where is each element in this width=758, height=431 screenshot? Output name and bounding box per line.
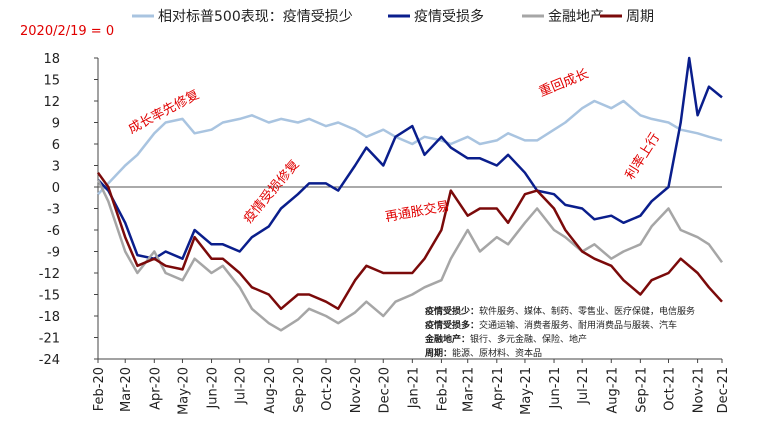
y-tick-label: -21 xyxy=(39,332,60,347)
chart-subtitle: 2020/2/19 = 0 xyxy=(20,24,114,39)
x-tick-label: Jun-20 xyxy=(206,367,221,410)
y-tick-label: -18 xyxy=(39,310,60,325)
x-tick-label: Oct-20 xyxy=(320,367,335,411)
x-tick-label: Mar-20 xyxy=(119,367,134,412)
legend-label: 相对标普500表现：疫情受损少 xyxy=(158,9,353,25)
plot-area xyxy=(96,56,724,332)
x-tick-label: Jun-21 xyxy=(548,367,563,410)
note-line: 疫情受损多：交通运输、消费者服务、耐用消费品与服装、汽车 xyxy=(425,319,677,331)
annotation-label: 再通胀交易 xyxy=(384,198,451,225)
legend-label: 周期 xyxy=(626,9,654,25)
x-tick-label: Apr-21 xyxy=(491,367,506,410)
series-line-1 xyxy=(97,99,723,196)
y-tick-label: -6 xyxy=(47,224,60,239)
x-tick-label: Jan-21 xyxy=(406,367,421,409)
x-tick-label: Sep-21 xyxy=(634,367,649,413)
x-tick-label: Oct-21 xyxy=(663,367,678,411)
x-tick-label: May-20 xyxy=(176,367,191,415)
notes-box: 疫情受损少：软件服务、媒体、制药、零售业、医疗保健，电信服务疫情受损多：交通运输… xyxy=(424,305,695,359)
x-tick-label: Sep-20 xyxy=(292,367,307,413)
annotation-label: 重回成长 xyxy=(537,66,591,100)
y-tick-label: -15 xyxy=(39,289,60,304)
x-tick-label: Aug-21 xyxy=(605,367,620,414)
y-tick-label: 12 xyxy=(43,95,60,110)
y-tick-label: -24 xyxy=(39,353,60,368)
x-axis: Feb-20 Mar-20 Apr-20 May-20 Jun-20 Jul-20 Aug-… xyxy=(92,358,731,415)
y-tick-label: 3 xyxy=(52,160,60,175)
x-tick-label: Feb-20 xyxy=(92,367,107,411)
y-tick-label: 15 xyxy=(43,74,60,89)
note-line: 周期：能源、原材料、资本品 xyxy=(425,347,542,359)
y-tick-label: 18 xyxy=(43,52,60,67)
x-tick-label: Jul-20 xyxy=(234,367,249,405)
note-line: 金融地产：银行、多元金融、保险、地产 xyxy=(424,333,587,345)
y-tick-label: -3 xyxy=(47,203,60,218)
x-tick-label: Dec-21 xyxy=(716,367,731,413)
legend-label: 疫情受损多 xyxy=(414,8,484,25)
y-tick-label: -12 xyxy=(39,267,60,282)
y-tick-label: -9 xyxy=(47,246,60,261)
legend-label: 金融地产 xyxy=(548,9,604,25)
x-tick-label: Apr-20 xyxy=(148,367,163,410)
x-tick-label: Jul-21 xyxy=(576,367,591,405)
x-tick-label: Feb-21 xyxy=(435,367,450,411)
series-line-2 xyxy=(97,56,723,260)
series-line-3 xyxy=(96,179,724,332)
x-tick-label: Dec-20 xyxy=(377,367,392,413)
y-tick-label: 9 xyxy=(52,117,60,132)
x-tick-label: Nov-20 xyxy=(349,367,364,413)
x-tick-label: Aug-20 xyxy=(263,367,278,414)
y-axis: 18 15 12 9 6 3 0 -3 -6 -9 -12 -15 -18 -21 -24 xyxy=(39,52,722,368)
x-tick-label: May-21 xyxy=(519,367,534,415)
x-tick-label: Mar-21 xyxy=(462,367,477,412)
x-tick-label: Nov-21 xyxy=(692,367,707,413)
y-tick-label: 0 xyxy=(52,181,60,196)
annotation-label: 疫情受损修复 xyxy=(240,157,302,227)
legend: 相对标普500表现：疫情受损少 疫情受损多 金融地产 周期 xyxy=(132,8,654,25)
series-line-4 xyxy=(96,171,723,311)
y-tick-label: 6 xyxy=(52,138,60,153)
note-line: 疫情受损少：软件服务、媒体、制药、零售业、医疗保健，电信服务 xyxy=(425,305,695,317)
annotation-label: 利率上行 xyxy=(622,130,663,183)
